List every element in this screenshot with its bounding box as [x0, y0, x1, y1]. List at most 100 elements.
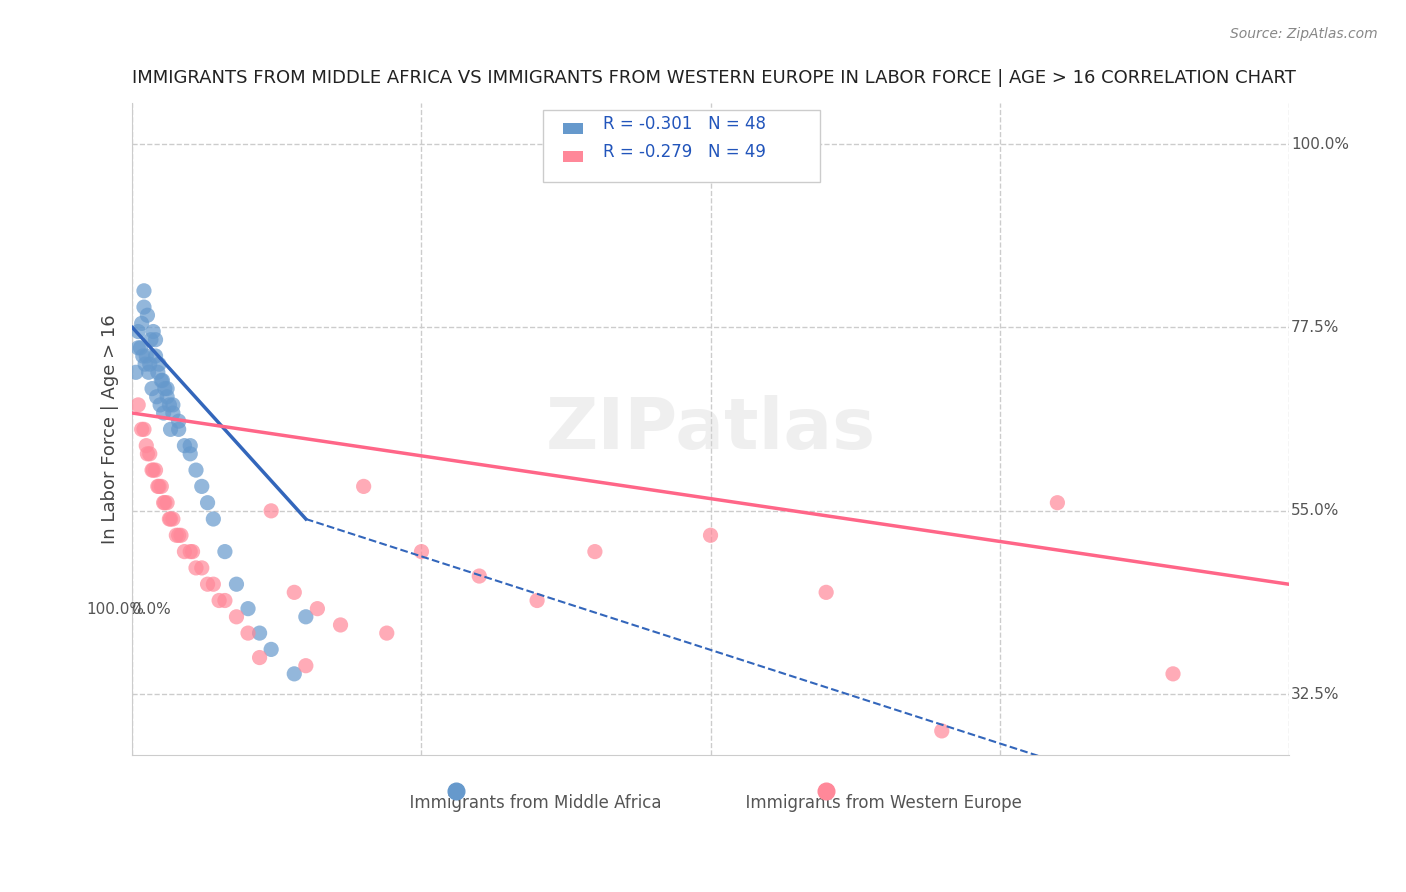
Immigrants from Middle Africa	[132, 284, 155, 298]
Immigrants from Western Europe	[150, 479, 173, 493]
Immigrants from Middle Africa	[131, 317, 153, 331]
Immigrants from Middle Africa	[138, 365, 160, 379]
Immigrants from Western Europe	[208, 593, 231, 607]
Immigrants from Middle Africa	[214, 544, 236, 558]
Immigrants from Middle Africa	[159, 422, 181, 436]
Immigrants from Western Europe	[165, 528, 187, 542]
Immigrants from Middle Africa	[127, 341, 149, 355]
Immigrants from Middle Africa	[139, 357, 162, 371]
Immigrants from Middle Africa	[167, 422, 190, 436]
Immigrants from Middle Africa	[197, 496, 219, 510]
Text: R = -0.279   N = 49: R = -0.279 N = 49	[603, 144, 766, 161]
Immigrants from Middle Africa	[150, 374, 173, 388]
Immigrants from Middle Africa	[148, 357, 170, 371]
Immigrants from Middle Africa	[162, 406, 184, 420]
Immigrants from Western Europe	[353, 479, 375, 493]
Immigrants from Western Europe	[148, 479, 170, 493]
Immigrants from Western Europe	[236, 626, 259, 640]
Immigrants from Western Europe	[191, 561, 214, 575]
Immigrants from Western Europe	[181, 544, 204, 558]
Immigrants from Middle Africa	[283, 666, 305, 681]
Immigrants from Middle Africa	[191, 479, 214, 493]
Immigrants from Western Europe	[214, 593, 236, 607]
Immigrants from Western Europe	[184, 561, 207, 575]
Immigrants from Middle Africa	[295, 609, 318, 624]
Immigrants from Western Europe	[142, 463, 165, 477]
Immigrants from Western Europe	[159, 512, 181, 526]
Immigrants from Middle Africa	[260, 642, 283, 657]
Immigrants from Western Europe	[202, 577, 225, 591]
Immigrants from Western Europe	[145, 463, 167, 477]
Immigrants from Middle Africa	[145, 349, 167, 363]
Immigrants from Middle Africa	[142, 325, 165, 339]
Immigrants from Middle Africa	[145, 390, 167, 404]
Immigrants from Western Europe	[141, 463, 163, 477]
Immigrants from Western Europe	[411, 544, 433, 558]
Text: IMMIGRANTS FROM MIDDLE AFRICA VS IMMIGRANTS FROM WESTERN EUROPE IN LABOR FORCE |: IMMIGRANTS FROM MIDDLE AFRICA VS IMMIGRA…	[132, 69, 1296, 87]
Text: ■  R = -0.301   N = 48
■  R = -0.279   N = 49: ■ R = -0.301 N = 48 ■ R = -0.279 N = 49	[560, 129, 800, 169]
Immigrants from Western Europe	[815, 585, 838, 599]
FancyBboxPatch shape	[562, 123, 582, 135]
Text: 0.0%: 0.0%	[132, 602, 172, 617]
Immigrants from Western Europe	[375, 626, 398, 640]
Text: Immigrants from Middle Africa                Immigrants from Western Europe: Immigrants from Middle Africa Immigrants…	[399, 795, 1022, 813]
Immigrants from Middle Africa	[173, 439, 195, 453]
Immigrants from Middle Africa	[249, 626, 271, 640]
Immigrants from Middle Africa	[132, 349, 155, 363]
Immigrants from Western Europe	[179, 544, 201, 558]
Immigrants from Western Europe	[329, 618, 352, 632]
Immigrants from Western Europe	[225, 609, 247, 624]
Immigrants from Western Europe	[260, 504, 283, 518]
Immigrants from Western Europe	[583, 544, 606, 558]
Immigrants from Western Europe	[295, 658, 318, 673]
Immigrants from Western Europe	[136, 447, 159, 461]
Immigrants from Western Europe	[699, 528, 721, 542]
Text: ZIPatlas: ZIPatlas	[546, 395, 876, 464]
Immigrants from Western Europe	[526, 593, 548, 607]
Immigrants from Middle Africa	[125, 365, 148, 379]
Text: 100.0%: 100.0%	[86, 602, 143, 617]
Immigrants from Middle Africa	[136, 308, 159, 322]
Immigrants from Middle Africa	[132, 300, 155, 314]
Immigrants from Western Europe	[156, 496, 179, 510]
Immigrants from Middle Africa	[156, 390, 179, 404]
Text: 77.5%: 77.5%	[1291, 320, 1340, 335]
Immigrants from Middle Africa	[179, 447, 201, 461]
Immigrants from Middle Africa	[127, 325, 149, 339]
Text: 32.5%: 32.5%	[1291, 687, 1340, 702]
Immigrants from Middle Africa	[167, 414, 190, 428]
Immigrants from Middle Africa	[129, 341, 152, 355]
Text: R = -0.301   N = 48: R = -0.301 N = 48	[603, 115, 766, 133]
Immigrants from Middle Africa	[202, 512, 225, 526]
Immigrants from Middle Africa	[162, 398, 184, 412]
Immigrants from Middle Africa	[156, 382, 179, 396]
Immigrants from Western Europe	[1161, 666, 1184, 681]
Immigrants from Western Europe	[135, 439, 157, 453]
Immigrants from Middle Africa	[141, 382, 163, 396]
Immigrants from Western Europe	[173, 544, 195, 558]
Immigrants from Middle Africa	[236, 601, 259, 615]
Immigrants from Middle Africa	[153, 382, 176, 396]
Immigrants from Western Europe	[170, 528, 193, 542]
Immigrants from Western Europe	[167, 528, 190, 542]
Immigrants from Middle Africa	[139, 333, 162, 347]
Immigrants from Middle Africa	[184, 463, 207, 477]
Y-axis label: In Labor Force | Age > 16: In Labor Force | Age > 16	[100, 315, 118, 544]
Immigrants from Western Europe	[127, 398, 149, 412]
Immigrants from Middle Africa	[134, 357, 156, 371]
Immigrants from Middle Africa	[146, 365, 169, 379]
Immigrants from Western Europe	[1046, 496, 1069, 510]
Text: 55.0%: 55.0%	[1291, 503, 1340, 518]
Immigrants from Western Europe	[152, 496, 174, 510]
Immigrants from Western Europe	[146, 479, 169, 493]
Immigrants from Western Europe	[468, 569, 491, 583]
Text: 100.0%: 100.0%	[1291, 136, 1348, 152]
FancyBboxPatch shape	[543, 110, 820, 182]
Text: Source: ZipAtlas.com: Source: ZipAtlas.com	[1230, 27, 1378, 41]
Immigrants from Middle Africa	[225, 577, 247, 591]
Immigrants from Western Europe	[249, 650, 271, 665]
Immigrants from Western Europe	[157, 512, 180, 526]
Immigrants from Western Europe	[132, 422, 155, 436]
Immigrants from Western Europe	[931, 723, 953, 738]
Immigrants from Western Europe	[197, 577, 219, 591]
